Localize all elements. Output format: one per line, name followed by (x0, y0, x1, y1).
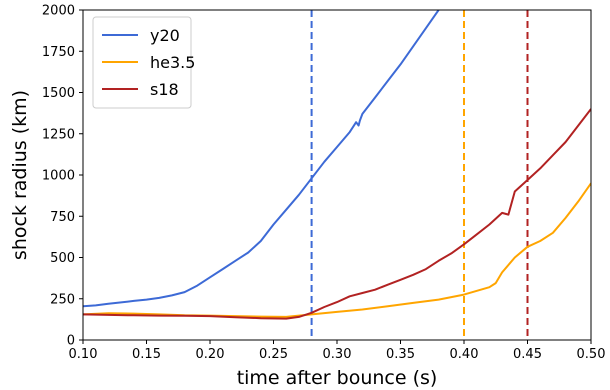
y-tick-label: 1500 (42, 86, 75, 101)
y-tick-label: 1250 (42, 127, 75, 142)
y-tick-label: 250 (50, 292, 75, 307)
legend-label-he3.5: he3.5 (150, 53, 195, 72)
axes: 0.10 0.15 0.20 0.25 0.30 0.35 0.40 0.45 0.50 0 250… (42, 4, 606, 363)
x-tick-label: 0.50 (577, 347, 606, 362)
x-tick-label: 0.30 (323, 347, 352, 362)
x-tick-label: 0.40 (450, 347, 479, 362)
legend-label-s18: s18 (150, 80, 179, 99)
legend-label-y20: y20 (150, 26, 180, 45)
series-line-y20 (83, 10, 440, 308)
x-tick-label: 0.35 (386, 347, 415, 362)
x-tick-label: 0.15 (132, 347, 161, 362)
plot-area (83, 10, 591, 340)
y-tick-label: 2000 (42, 4, 75, 19)
y-axis-label: shock radius (km) (9, 90, 31, 260)
x-tick-label: 0.20 (196, 347, 225, 362)
y-tick-label: 1750 (42, 45, 75, 60)
x-tick-label: 0.45 (513, 347, 542, 362)
series-line-he3.5 (83, 182, 591, 318)
legend-box (92, 16, 192, 109)
y-tick-label: 750 (50, 210, 75, 225)
y-tick-label: 500 (50, 251, 75, 266)
legend: y20 he3.5 s18 (92, 16, 195, 109)
y-tick-label: 1000 (42, 169, 75, 184)
y-tick-label: 0 (67, 334, 75, 349)
x-tick-label: 0.25 (259, 347, 288, 362)
series-line-s18 (83, 108, 591, 320)
x-axis-label: time after bounce (s) (237, 367, 438, 389)
x-tick-label: 0.10 (69, 347, 98, 362)
